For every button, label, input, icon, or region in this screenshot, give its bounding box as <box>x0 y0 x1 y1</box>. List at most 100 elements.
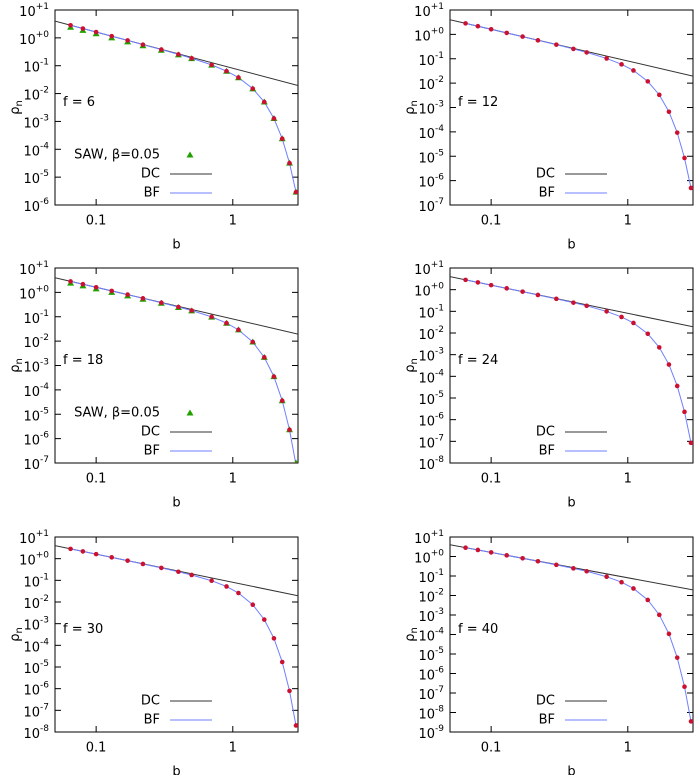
x-axis-label: b <box>172 238 180 253</box>
y-tick-label: 10-8 <box>418 704 444 722</box>
point <box>666 631 672 637</box>
legend-swatch <box>186 409 194 416</box>
point <box>688 440 693 446</box>
point <box>287 160 292 166</box>
x-axis-label: b <box>172 496 180 511</box>
point <box>666 362 672 367</box>
point <box>520 289 525 294</box>
y-axis-label: ρn <box>403 627 421 642</box>
point <box>209 314 214 320</box>
x-tick-label: 1 <box>229 472 237 487</box>
y-tick-label: 10+1 <box>19 529 49 547</box>
x-axis-label: b <box>567 765 575 775</box>
annotation: f = 12 <box>458 95 498 110</box>
y-axis-label: ρn <box>8 358 26 373</box>
y-tick-label: 10+1 <box>414 529 444 547</box>
x-tick-label: 1 <box>624 214 632 229</box>
point <box>80 549 86 554</box>
y-axis-label: ρn <box>8 627 26 642</box>
y-tick-label: 10-3 <box>418 346 444 364</box>
point <box>109 33 115 39</box>
point <box>488 282 494 288</box>
y-tick-label: 10-2 <box>418 75 444 93</box>
y-tick-label: 10-6 <box>23 680 49 698</box>
point <box>645 597 651 603</box>
point <box>261 617 267 622</box>
point <box>93 29 99 35</box>
legend-label: DC <box>536 694 555 709</box>
legend-label: BF <box>539 444 555 459</box>
point <box>68 279 73 284</box>
plot-frame <box>54 536 299 733</box>
point <box>261 355 267 360</box>
x-tick-label: 0.1 <box>86 472 107 487</box>
point <box>159 300 164 306</box>
point <box>674 383 680 389</box>
point <box>125 38 130 43</box>
point <box>209 62 214 68</box>
plot-frame <box>449 9 694 206</box>
y-tick-label: 10-1 <box>418 50 444 68</box>
legend-label: BF <box>144 444 160 459</box>
point <box>535 558 541 564</box>
point <box>554 562 559 568</box>
y-tick-label: 10-4 <box>418 123 444 141</box>
y-tick-label: 10-2 <box>418 325 444 343</box>
x-tick-label: 0.1 <box>86 214 107 229</box>
point <box>287 688 292 694</box>
annotation: f = 40 <box>458 622 498 637</box>
point <box>140 42 146 47</box>
point <box>224 68 229 74</box>
series-line <box>465 547 692 722</box>
panel: 10+110+010-110-210-310-410-510-610-710-8… <box>403 529 694 775</box>
point <box>109 288 115 294</box>
point <box>584 568 589 574</box>
point <box>236 590 241 596</box>
point <box>189 572 194 578</box>
plot-frame <box>449 267 694 464</box>
x-tick-label: 1 <box>624 741 632 756</box>
y-tick-label: 10-2 <box>418 587 444 605</box>
point <box>140 296 146 301</box>
y-tick-label: 10-7 <box>418 197 444 215</box>
y-tick-label: 10-1 <box>23 572 49 590</box>
point <box>279 136 285 141</box>
point <box>571 300 576 305</box>
y-tick-label: 10+0 <box>19 284 49 302</box>
y-tick-label: 10-4 <box>418 626 444 644</box>
point <box>488 26 494 32</box>
y-axis-label: ρn <box>8 100 26 115</box>
point <box>604 309 609 314</box>
series-line <box>70 24 297 193</box>
y-tick-label: 10-2 <box>23 85 49 103</box>
point <box>261 99 267 105</box>
legend-label: BF <box>144 186 160 201</box>
point <box>293 723 298 728</box>
legend-label: BF <box>144 713 160 728</box>
legend-label: BF <box>539 713 555 728</box>
y-tick-label: 10-2 <box>23 333 49 351</box>
point <box>224 320 229 326</box>
point <box>463 21 468 26</box>
point <box>68 546 73 552</box>
y-tick-label: 10+0 <box>19 29 49 47</box>
x-axis-label: b <box>172 765 180 775</box>
point <box>619 579 624 585</box>
point <box>189 55 194 61</box>
point <box>604 56 609 61</box>
plot-frame <box>54 267 299 464</box>
plot-area <box>55 545 298 728</box>
point <box>250 86 256 91</box>
annotation: f = 18 <box>63 353 103 368</box>
plot-area <box>450 544 693 724</box>
y-tick-label: 10-1 <box>418 303 444 321</box>
y-tick-label: 10-7 <box>418 685 444 703</box>
point <box>682 409 687 415</box>
x-axis-label: b <box>567 496 575 511</box>
y-tick-label: 10+0 <box>19 550 49 568</box>
point <box>688 185 693 191</box>
panel: 10+110+010-110-210-310-410-510-610-710-8… <box>403 260 694 511</box>
y-tick-label: 10-3 <box>418 607 444 625</box>
y-tick-label: 10-8 <box>23 724 49 742</box>
point <box>584 50 589 55</box>
